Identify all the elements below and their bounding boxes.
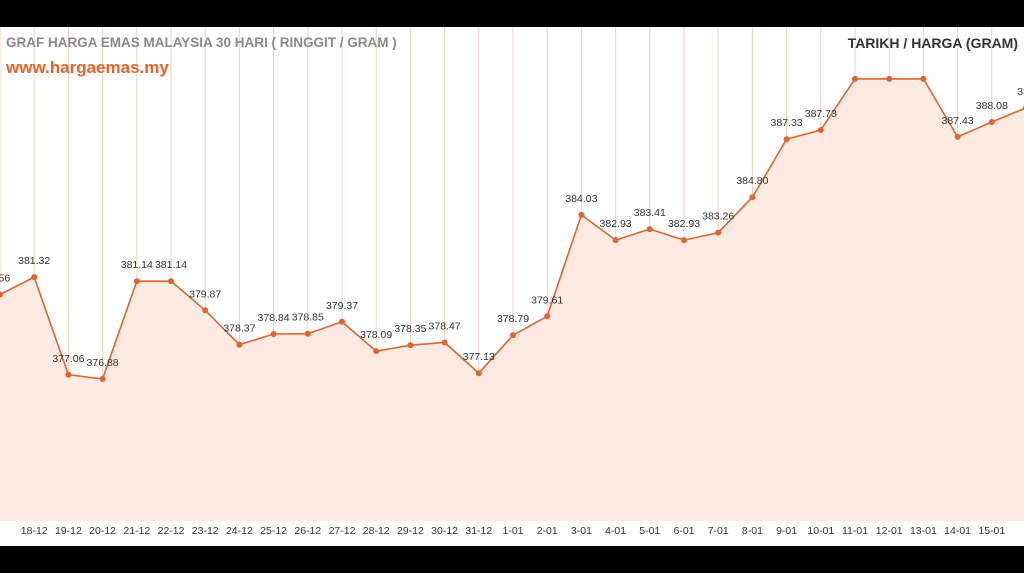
x-tick-21-12: 21-12: [123, 525, 150, 537]
data-point-19-12: [65, 371, 72, 378]
data-point-25-12: [270, 330, 277, 337]
data-point-27-12: [339, 318, 345, 325]
data-label-25-12: 378.84: [258, 312, 290, 324]
data-label-26-12: 378.85: [292, 312, 324, 324]
data-label-3-01: 384.03: [565, 193, 597, 205]
x-tick-23-12: 23-12: [192, 525, 219, 537]
data-point-26-12: [304, 330, 311, 337]
x-tick-11-01: 11-01: [842, 525, 868, 537]
data-label-17-12: 0.56: [0, 273, 10, 285]
data-point-17-12: [0, 291, 3, 298]
data-point-2-01: [544, 313, 551, 320]
data-point-11-01: [852, 75, 858, 82]
x-tick-30-12: 30-12: [431, 525, 458, 537]
x-tick-1-01: 1-01: [502, 525, 523, 537]
legend-label: TARIKH / HARGA (GRAM): [847, 35, 1018, 51]
x-tick-18-12: 18-12: [21, 525, 48, 537]
data-point-20-12: [99, 375, 106, 382]
x-tick-7-01: 7-01: [708, 525, 729, 537]
x-tick-15-01: 15-01: [978, 525, 1005, 537]
data-point-29-12: [407, 342, 414, 349]
data-label-1-01: 378.79: [497, 313, 529, 325]
data-point-8-01: [749, 194, 756, 201]
data-point-1-01: [510, 332, 516, 339]
data-label-15-01: 388.08: [976, 100, 1008, 112]
data-point-22-12: [168, 278, 174, 285]
data-label-8-01: 384.80: [736, 175, 768, 187]
data-label-20-12: 376.88: [87, 357, 119, 369]
data-label-6-01: 382.93: [668, 218, 700, 230]
data-point-31-12: [475, 370, 482, 377]
data-point-15-01: [988, 118, 995, 125]
data-label-18-12: 381.32: [18, 255, 50, 267]
data-point-24-12: [236, 341, 243, 348]
data-label-4-01: 382.93: [600, 218, 632, 230]
data-points: [0, 75, 1024, 382]
x-axis-ticks: 18-12 19-12 20-12 21-12 22-12 23-12 24-12 25-12…: [21, 525, 1006, 537]
data-point-14-01: [954, 133, 961, 140]
x-tick-25-12: 25-12: [260, 525, 287, 537]
x-tick-26-12: 26-12: [294, 525, 321, 537]
x-tick-29-12: 29-12: [397, 525, 424, 537]
data-label-24-12: 378.37: [223, 323, 255, 335]
data-label-22-12: 381.14: [155, 259, 187, 271]
data-label-7-01: 383.26: [702, 211, 734, 223]
data-point-9-01: [783, 136, 790, 143]
data-point-7-01: [715, 229, 722, 236]
x-tick-14-01: 14-01: [944, 525, 971, 537]
x-tick-3-01: 3-01: [571, 525, 592, 537]
x-tick-20-12: 20-12: [89, 525, 116, 537]
data-label-14-01: 387.43: [942, 115, 974, 127]
area-fill: [0, 78, 1024, 521]
data-label-16-01: 388: [1017, 86, 1024, 98]
data-point-3-01: [578, 211, 585, 218]
x-tick-13-01: 13-01: [910, 525, 937, 537]
x-tick-31-12: 31-12: [465, 525, 492, 537]
data-label-5-01: 383.41: [634, 207, 666, 219]
data-label-10-01: 387.73: [805, 108, 837, 120]
data-point-18-12: [31, 274, 38, 281]
data-label-27-12: 379.37: [326, 300, 358, 312]
x-tick-24-12: 24-12: [226, 525, 253, 537]
data-point-23-12: [202, 307, 209, 314]
data-label-30-12: 378.47: [429, 320, 461, 332]
x-tick-8-01: 8-01: [742, 525, 763, 537]
data-label-23-12: 379.87: [189, 288, 221, 300]
x-tick-19-12: 19-12: [55, 525, 82, 537]
data-point-28-12: [373, 348, 380, 355]
x-tick-28-12: 28-12: [363, 525, 390, 537]
x-tick-10-01: 10-01: [807, 525, 834, 537]
data-label-9-01: 387.33: [771, 117, 803, 129]
x-tick-27-12: 27-12: [329, 525, 356, 537]
chart-title: GRAF HARGA EMAS MALAYSIA 30 HARI ( RINGG…: [6, 35, 397, 50]
x-tick-12-01: 12-01: [876, 525, 903, 537]
data-point-30-12: [441, 339, 448, 346]
x-tick-4-01: 4-01: [605, 525, 626, 537]
data-label-31-12: 377.13: [463, 351, 495, 363]
data-label-28-12: 378.09: [360, 329, 392, 341]
data-label-19-12: 377.06: [52, 353, 84, 365]
data-point-12-01: [886, 75, 893, 82]
x-tick-22-12: 22-12: [158, 525, 185, 537]
data-point-21-12: [133, 278, 140, 285]
data-point-4-01: [612, 237, 619, 244]
data-label-29-12: 378.35: [394, 323, 426, 335]
x-tick-5-01: 5-01: [639, 525, 660, 537]
x-tick-2-01: 2-01: [537, 525, 558, 537]
data-label-2-01: 379.61: [531, 294, 563, 306]
data-point-13-01: [920, 75, 927, 82]
data-point-5-01: [646, 226, 653, 233]
data-label-21-12: 381.14: [121, 259, 153, 271]
x-tick-6-01: 6-01: [673, 525, 694, 537]
data-point-10-01: [817, 127, 824, 134]
data-point-6-01: [681, 237, 687, 244]
x-tick-9-01: 9-01: [776, 525, 797, 537]
site-url: www.hargaemas.my: [6, 58, 169, 77]
